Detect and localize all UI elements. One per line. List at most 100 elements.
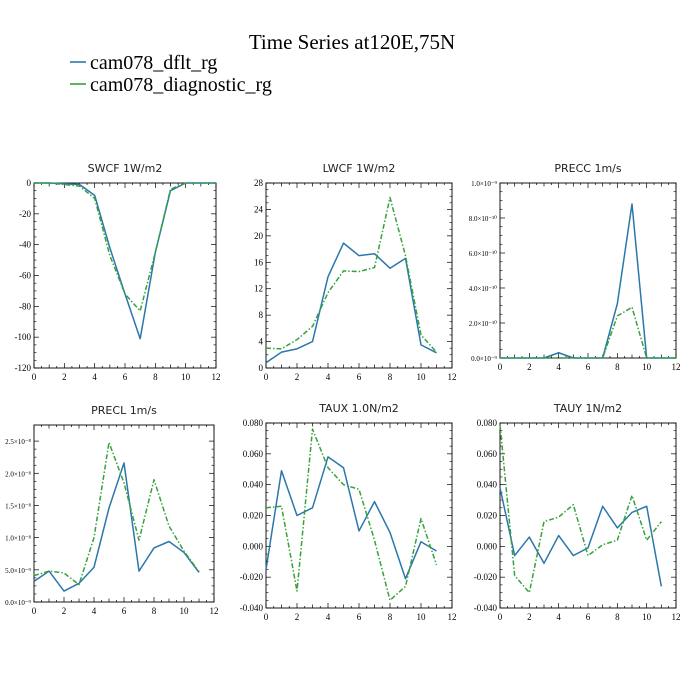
tauy-y-tick-label: 0.040 [477, 480, 498, 490]
swcf-x-tick-label: 6 [123, 372, 128, 382]
swcf-panel: SWCF 1W/m2 0 2 4 6 8 10 12 -120 -100 -80 -60 -40 -20 0 [15, 162, 221, 382]
tauy-x-tick-label: 12 [672, 612, 681, 622]
precl-x-tick-label: 0 [32, 606, 37, 616]
lwcf-y-tick-label: 28 [254, 178, 264, 188]
lwcf-title: LWCF 1W/m2 [323, 162, 396, 175]
precc-y-tick-label: 1.0×10⁻⁹ [471, 180, 497, 188]
taux-y-tick-label: 0.080 [243, 418, 264, 428]
precl-y-tick-label: 0.0×10⁻⁹ [5, 599, 31, 607]
lwcf-y-tick-label: 4 [259, 337, 264, 347]
legend-label-dflt: cam078_dflt_rg [90, 52, 217, 74]
swcf-series-diagnostic-line [34, 182, 216, 312]
precl-panel: PRECL 1m/s 0 2 4 6 8 10 12 0.0×10⁻⁹ 5.0×10⁻⁹ 1.0×1… [5, 404, 218, 616]
taux-x-tick-label: 6 [357, 612, 362, 622]
taux-x-tick-label: 4 [326, 612, 331, 622]
precc-x-tick-label: 8 [615, 362, 620, 372]
precl-x-tick-label: 6 [122, 606, 127, 616]
precc-title: PRECC 1m/s [554, 162, 622, 175]
lwcf-x-tick-label: 0 [264, 372, 269, 382]
tauy-y-tick-label: 0.000 [477, 541, 498, 551]
tauy-x-tick-label: 8 [615, 612, 620, 622]
swcf-y-tick-label: 0 [27, 178, 32, 188]
swcf-x-tick-label: 10 [181, 372, 191, 382]
swcf-y-tick-label: -100 [15, 332, 32, 342]
precl-series-diagnostic-line [33, 441, 200, 586]
swcf-y-tick-label: -80 [19, 301, 31, 311]
tauy-y-tick-label: -0.020 [474, 572, 498, 582]
lwcf-y-tick-label: 24 [254, 204, 264, 214]
swcf-x-tick-label: 4 [92, 372, 97, 382]
taux-x-tick-label: 2 [295, 612, 300, 622]
precc-x-tick-label: 12 [672, 362, 681, 372]
precc-y-tick-label: 2.0×10⁻¹⁰ [469, 320, 497, 328]
lwcf-y-tick-label: 12 [254, 284, 263, 294]
tauy-x-tick-label: 6 [586, 612, 591, 622]
figure-title: Time Series at120E,75N [249, 30, 455, 54]
tauy-x-tick-label: 4 [556, 612, 561, 622]
lwcf-series-diagnostic-line [265, 196, 438, 353]
tauy-y-tick-label: 0.020 [477, 511, 498, 521]
precl-y-tick-label: 2.5×10⁻⁸ [5, 438, 31, 446]
tauy-panel: TAUY 1N/m2 0 2 4 6 8 10 12 -0.040 -0.020 0.000 0.02… [474, 402, 681, 622]
tauy-y-tick-label: 0.080 [477, 418, 498, 428]
precl-y-tick-label: 2.0×10⁻⁸ [5, 470, 31, 478]
swcf-y-tick-label: -120 [15, 363, 32, 373]
precc-x-tick-label: 6 [586, 362, 591, 372]
chart-panels: SWCF 1W/m20 2 4 6 8 10 12-120-100-80-60-40-200… [5, 162, 680, 622]
lwcf-x-tick-label: 4 [326, 372, 331, 382]
legend: cam078_dflt_rg cam078_diagnostic_rg [70, 52, 272, 96]
swcf-x-tick-label: 0 [32, 372, 37, 382]
precc-x-tick-label: 10 [642, 362, 652, 372]
lwcf-y-tick-label: 8 [259, 310, 264, 320]
lwcf-y-tick-label: 0 [259, 363, 264, 373]
precl-y-tick-label: 1.5×10⁻⁸ [5, 502, 31, 510]
precl-title: PRECL 1m/s [91, 404, 157, 417]
lwcf-x-tick-label: 10 [417, 372, 427, 382]
precl-y-tick-label: 1.0×10⁻⁸ [5, 535, 31, 543]
taux-series-diagnostic-line [265, 428, 438, 602]
precl-x-tick-label: 10 [180, 606, 190, 616]
precc-y-tick-label: 6.0×10⁻¹⁰ [469, 250, 497, 258]
taux-x-tick-label: 8 [388, 612, 393, 622]
taux-x-tick-label: 10 [417, 612, 427, 622]
swcf-title: SWCF 1W/m2 [88, 162, 163, 175]
tauy-series-diagnostic-line [499, 424, 662, 594]
taux-title: TAUX 1.0N/m2 [318, 402, 399, 415]
tauy-x-tick-label: 0 [498, 612, 503, 622]
swcf-x-tick-label: 8 [153, 372, 158, 382]
tauy-series-dflt-line [499, 487, 663, 587]
taux-y-tick-label: 0.040 [243, 480, 264, 490]
swcf-x-tick-label: 12 [212, 372, 221, 382]
lwcf-x-tick-label: 8 [388, 372, 393, 382]
tauy-y-tick-label: -0.040 [474, 603, 498, 613]
precc-y-tick-label: 4.0×10⁻¹⁰ [469, 285, 497, 293]
taux-x-tick-label: 0 [264, 612, 269, 622]
tauy-title: TAUY 1N/m2 [553, 402, 622, 415]
lwcf-y-tick-label: 20 [254, 231, 264, 241]
precl-x-tick-label: 8 [152, 606, 157, 616]
taux-x-tick-label: 12 [448, 612, 457, 622]
tauy-y-tick-label: 0.060 [477, 449, 498, 459]
lwcf-x-tick-label: 12 [448, 372, 457, 382]
taux-y-tick-label: -0.040 [240, 603, 264, 613]
precc-x-tick-label: 0 [498, 362, 503, 372]
taux-y-tick-label: 0.000 [243, 541, 264, 551]
taux-y-tick-label: -0.020 [240, 572, 264, 582]
precc-panel: PRECC 1m/s 0 2 4 6 8 10 12 0.0×10⁻⁹ 2.0×10⁻¹⁰ 4.0×… [469, 162, 681, 372]
precl-y-tick-label: 5.0×10⁻⁹ [5, 567, 31, 575]
taux-y-tick-label: 0.020 [243, 511, 264, 521]
legend-label-diagnostic: cam078_diagnostic_rg [90, 74, 272, 96]
precl-x-tick-label: 12 [210, 606, 219, 616]
lwcf-x-tick-label: 2 [295, 372, 300, 382]
lwcf-x-tick-label: 6 [357, 372, 362, 382]
precl-x-tick-label: 2 [62, 606, 67, 616]
swcf-y-tick-label: -40 [19, 240, 31, 250]
precl-series-dflt-line [33, 462, 200, 592]
swcf-y-tick-label: -20 [19, 209, 31, 219]
tauy-x-tick-label: 10 [642, 612, 652, 622]
swcf-x-tick-label: 2 [62, 372, 67, 382]
precc-x-tick-label: 2 [527, 362, 532, 372]
